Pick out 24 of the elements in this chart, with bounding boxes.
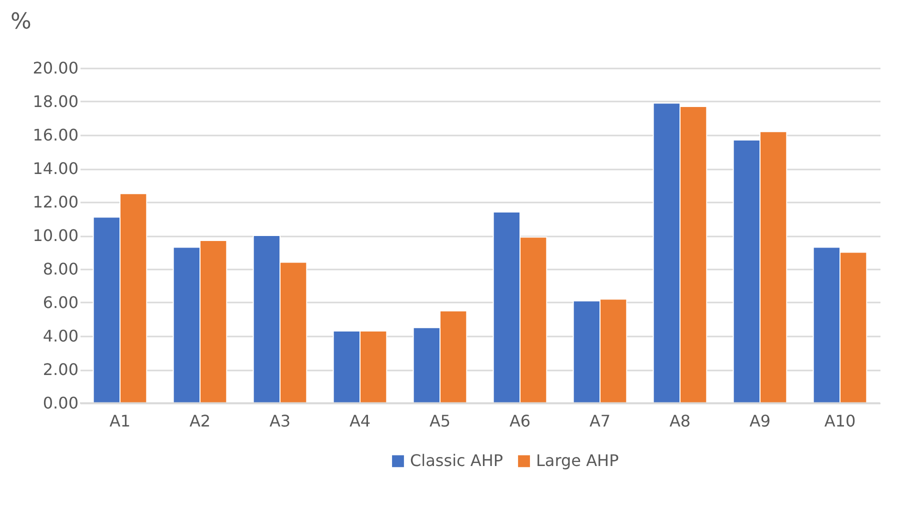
y-tick-label: 6.00 [42, 293, 78, 312]
x-tick-label: A1 [109, 412, 131, 430]
y-axis-title: % [10, 10, 32, 34]
y-tick-label: 4.00 [42, 326, 78, 346]
y-tick-label: 16.00 [32, 126, 78, 144]
y-tick-label: 10.00 [32, 226, 78, 245]
legend-label: Classic AHP [410, 451, 504, 470]
y-tick-label: 18.00 [32, 92, 78, 111]
x-tick-label: A9 [749, 412, 771, 430]
x-tick-label: A3 [269, 412, 291, 430]
y-tick-label: 20.00 [32, 58, 78, 78]
x-tick-label: A7 [589, 412, 611, 430]
x-tick-label: A10 [824, 412, 856, 430]
y-tick-label: 8.00 [42, 260, 78, 278]
y-tick-label: 2.00 [42, 360, 78, 379]
y-tick-label: 14.00 [32, 159, 78, 178]
x-tick-label: A2 [189, 412, 211, 430]
y-tick-label: 12.00 [32, 192, 78, 212]
legend-label: Large AHP [536, 451, 620, 470]
x-tick-label: A5 [429, 412, 451, 430]
y-tick-label: 0.00 [42, 394, 78, 412]
x-tick-label: A6 [509, 412, 531, 430]
x-tick-label: A8 [669, 412, 691, 430]
x-tick-label: A4 [349, 412, 371, 430]
